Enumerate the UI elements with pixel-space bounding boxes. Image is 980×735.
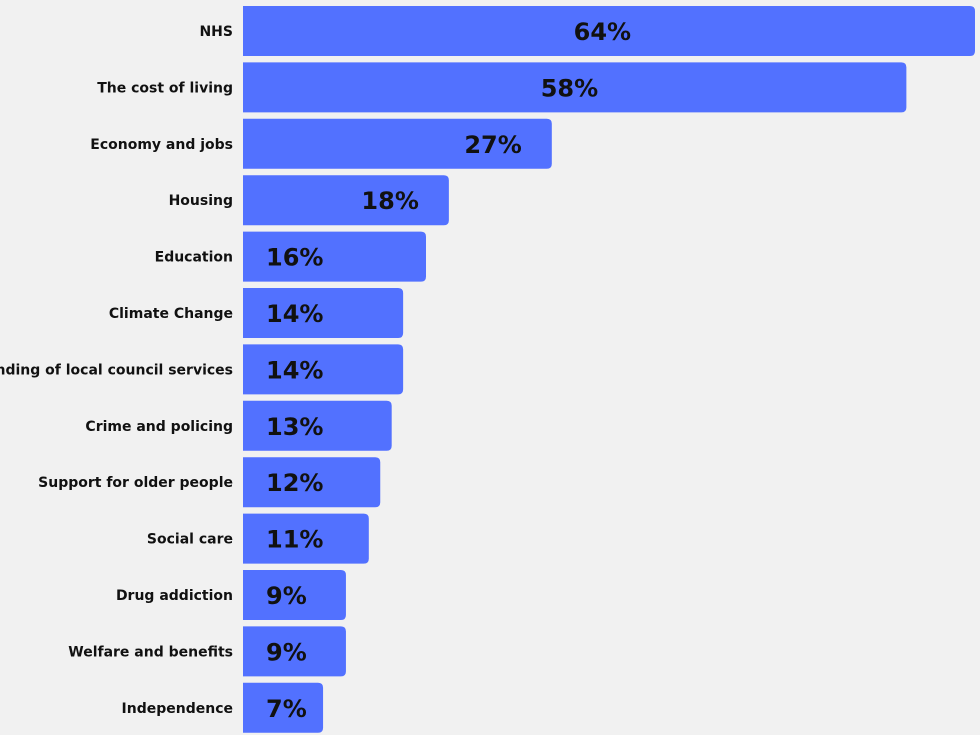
- bar-drug-addiction: [243, 570, 346, 620]
- value-label-welfare-and-benefits: 9%: [266, 638, 307, 666]
- bar-funding-of-local-council-services: [243, 344, 404, 395]
- bar-economy-and-jobs: [243, 118, 552, 169]
- bar-independence: [243, 682, 324, 733]
- category-label-support-for-older-people: Support for older people: [38, 475, 233, 491]
- value-label-housing: 18%: [361, 187, 418, 215]
- category-label-social-care: Social care: [147, 532, 233, 548]
- category-label-nhs: NHS: [199, 24, 233, 40]
- value-label-drug-addiction: 9%: [266, 582, 307, 610]
- category-labels: NHS The cost of living Economy and jobs Hou…: [0, 24, 233, 717]
- value-label-climate-change: 14%: [266, 300, 323, 328]
- category-label-welfare-and-benefits: Welfare and benefits: [68, 644, 233, 660]
- value-label-the-cost-of-living: 58%: [541, 74, 598, 102]
- category-label-drug-addiction: Drug addiction: [116, 588, 233, 604]
- value-label-economy-and-jobs: 27%: [464, 131, 521, 159]
- category-label-crime-and-policing: Crime and policing: [85, 419, 233, 435]
- category-label-housing: Housing: [169, 193, 233, 209]
- value-labels: 64% 58% 27% 18% 16% 14% 14% 13% 12% 11% 9% 9% 7%: [266, 18, 631, 723]
- bar-social-care: [243, 513, 369, 564]
- value-label-social-care: 11%: [266, 526, 323, 554]
- bar-climate-change: [243, 288, 404, 338]
- bar-support-for-older-people: [243, 457, 381, 508]
- category-label-the-cost-of-living: The cost of living: [97, 80, 233, 96]
- value-label-independence: 7%: [266, 695, 307, 723]
- value-label-support-for-older-people: 12%: [266, 469, 323, 497]
- bar-the-cost-of-living: [243, 62, 907, 113]
- value-label-education: 16%: [266, 244, 323, 272]
- category-label-education: Education: [155, 250, 233, 266]
- value-label-funding-of-local-council-services: 14%: [266, 356, 323, 384]
- category-label-economy-and-jobs: Economy and jobs: [90, 137, 233, 153]
- bar-education: [243, 231, 426, 282]
- category-label-funding-of-local-council-services: Funding of local council services: [0, 362, 233, 378]
- category-label-climate-change: Climate Change: [109, 306, 233, 322]
- bar-housing: [243, 175, 449, 226]
- bar-nhs: [243, 6, 975, 56]
- bar-group: [243, 6, 975, 733]
- bar-welfare-and-benefits: [243, 626, 346, 677]
- category-label-independence: Independence: [122, 701, 233, 717]
- value-label-nhs: 64%: [574, 18, 631, 46]
- value-label-crime-and-policing: 13%: [266, 413, 323, 441]
- bar-crime-and-policing: [243, 400, 392, 451]
